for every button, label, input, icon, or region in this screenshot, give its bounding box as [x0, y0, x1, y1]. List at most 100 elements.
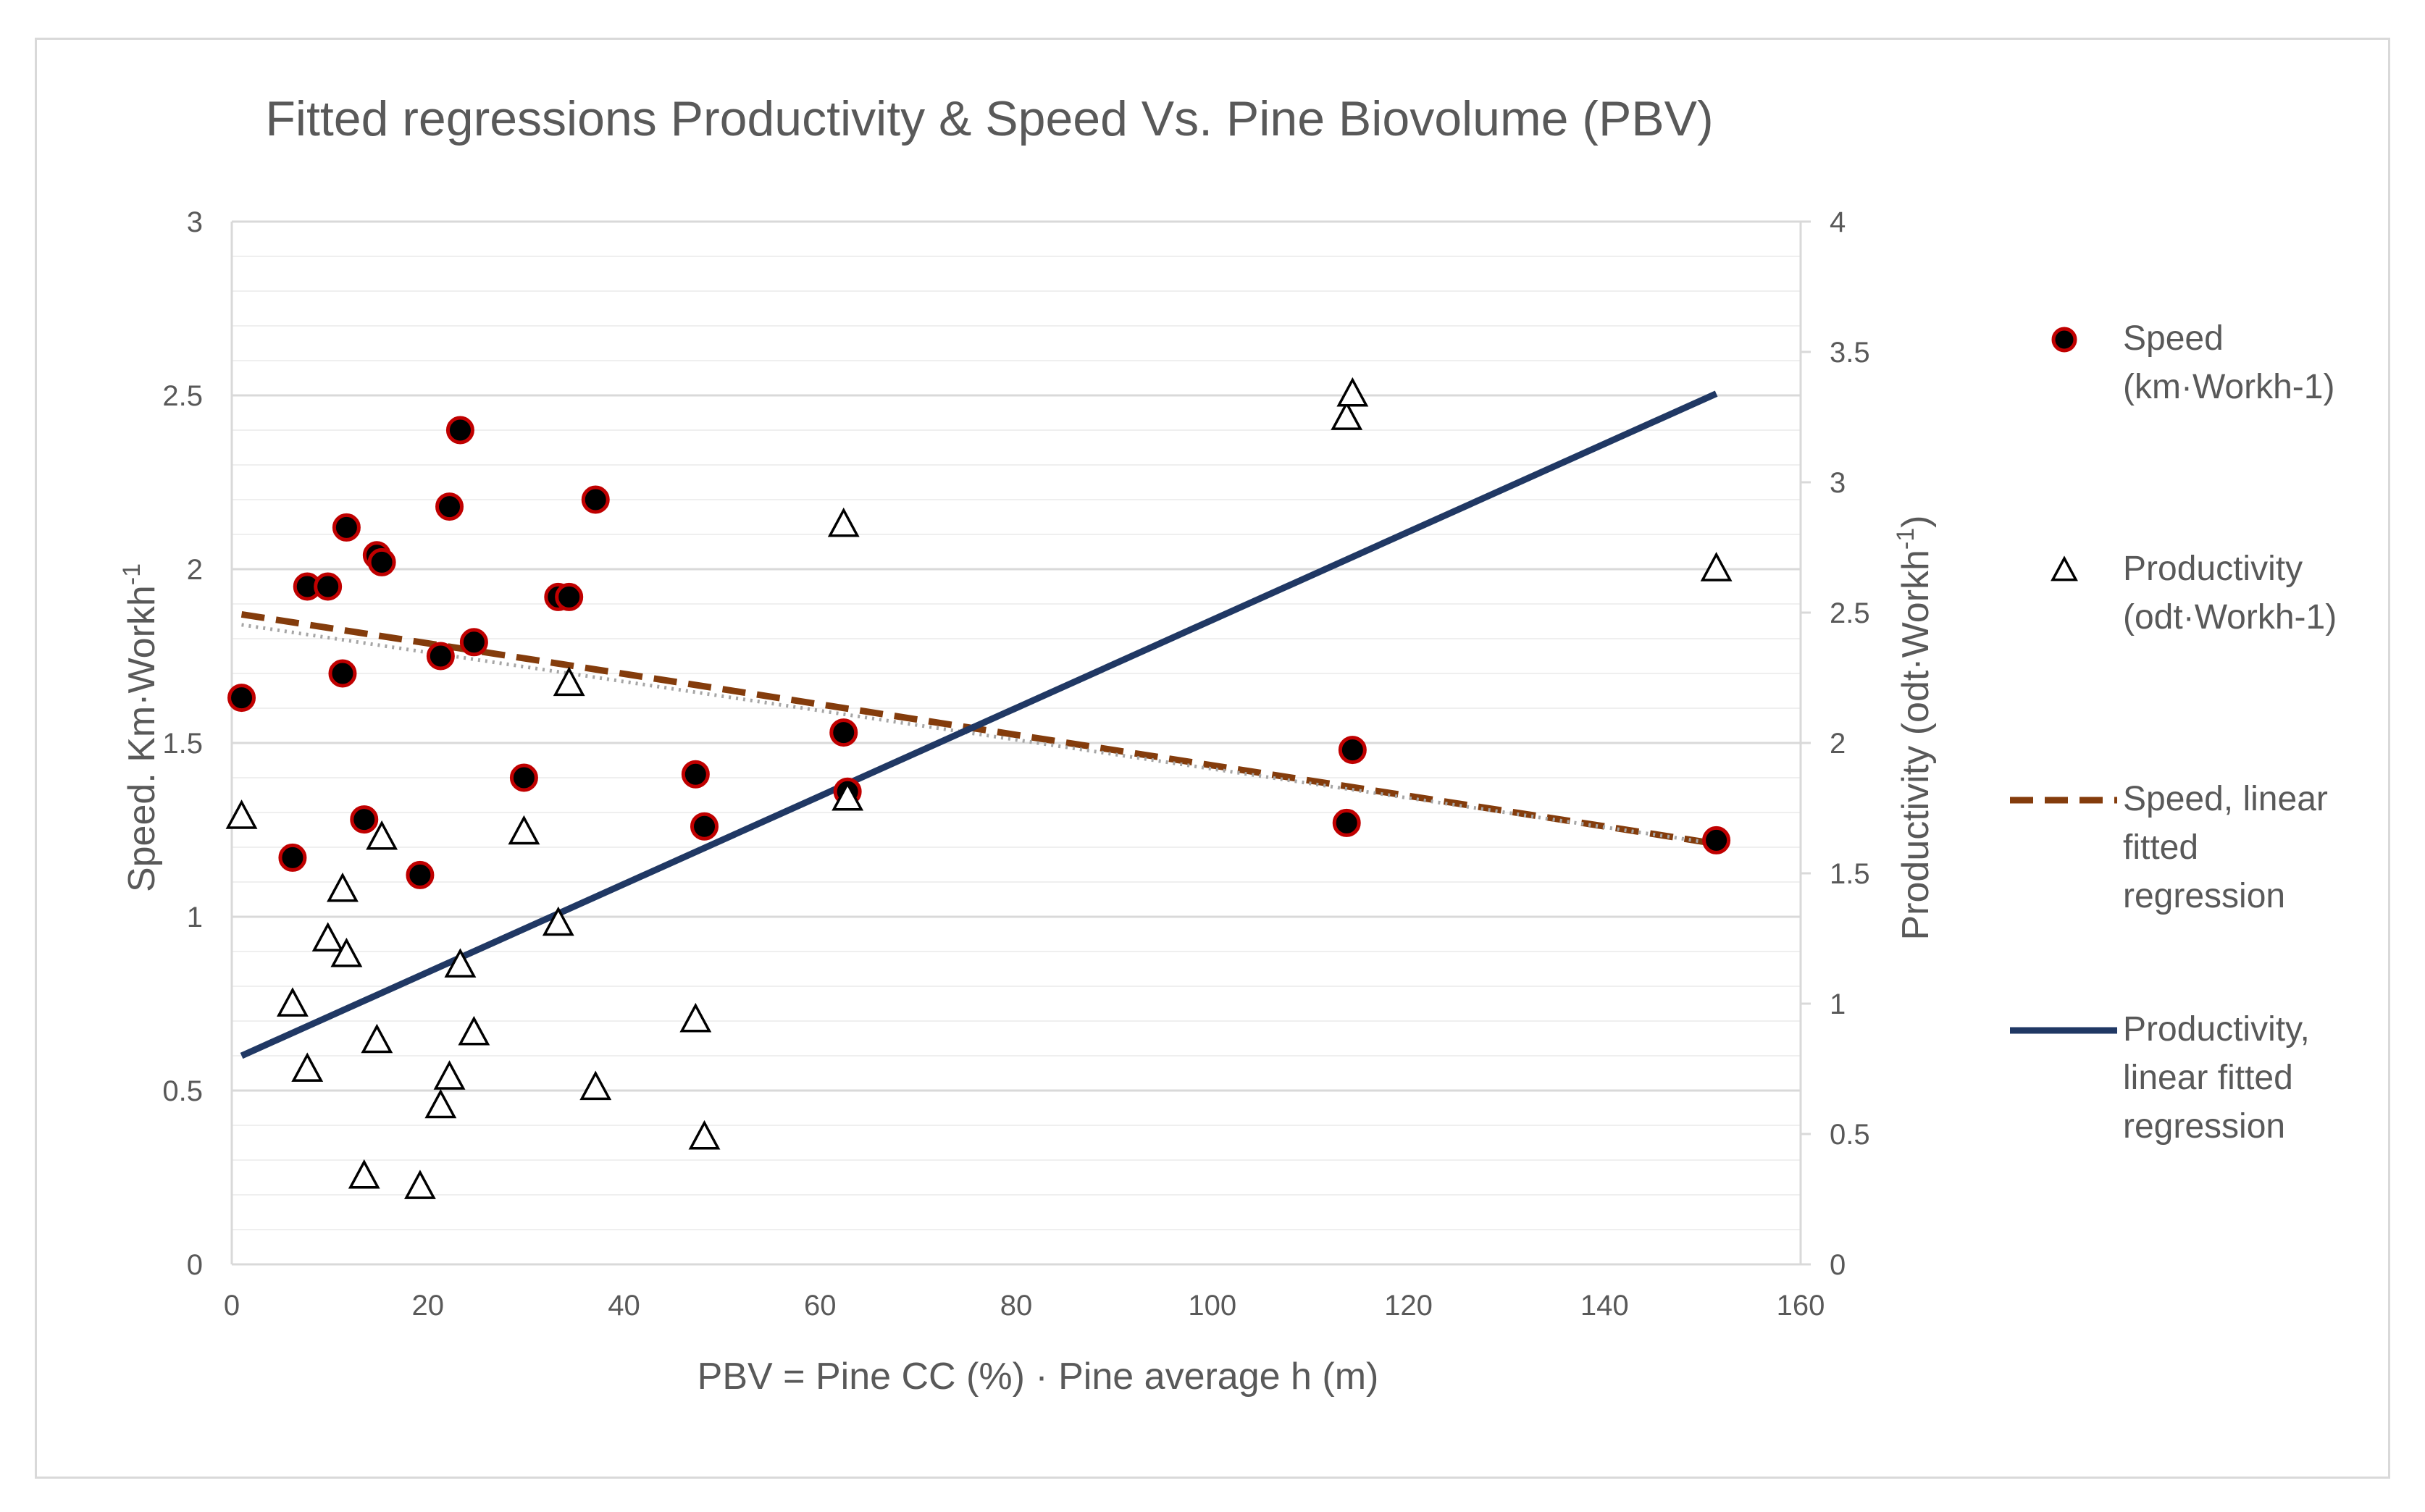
speed-point [367, 547, 396, 576]
y-right-tick-label: 3 [1830, 467, 1846, 499]
productivity-point [444, 948, 477, 978]
y-left-tick-label: 0.5 [162, 1075, 203, 1107]
y-axis-label-left-sup: -1 [118, 563, 146, 585]
x-axis-label: PBV = Pine CC (%) · Pine average h (m) [698, 1356, 1379, 1398]
productivity-point [1331, 400, 1363, 430]
legend-label: fitted [2123, 828, 2198, 867]
legend: Speed (km·Workh-1) Productivity (odt·Workh-… [2010, 319, 2337, 1146]
speed-regression-line [240, 610, 1717, 847]
legend-label: (km·Workh-1) [2123, 368, 2334, 406]
productivity-point [579, 1070, 612, 1101]
y-right-tick-label: 0.5 [1830, 1119, 1870, 1151]
legend-label: Speed, linear [2123, 780, 2328, 818]
legend-label: Productivity, [2123, 1010, 2310, 1049]
y-axis-label-right-close: ) [1895, 516, 1937, 528]
productivity-point [433, 1060, 466, 1090]
x-tick-label: 160 [1777, 1290, 1825, 1322]
y-right-tick-label: 3.5 [1830, 337, 1870, 369]
legend-label: Productivity [2123, 550, 2303, 588]
productivity-point [361, 1023, 393, 1054]
trend-lines [240, 390, 1718, 1059]
y-axis-label-left: Speed. Km·Workh-1 [118, 563, 163, 892]
productivity-point [679, 1002, 712, 1033]
x-tick-label: 140 [1580, 1290, 1629, 1322]
productivity-point [458, 1015, 490, 1046]
productivity-point [688, 1120, 721, 1150]
y-right-tick-label: 2 [1830, 728, 1846, 760]
productivity-point [327, 872, 359, 902]
speed-point [227, 684, 256, 713]
productivity-point [832, 781, 864, 811]
productivity-point [403, 1169, 436, 1199]
y-right-tick-label: 1.5 [1830, 858, 1870, 890]
legend-speed-marker [2051, 327, 2077, 353]
productivity-point [311, 922, 344, 952]
productivity-point [276, 987, 309, 1017]
y-right-tick-label: 2.5 [1830, 597, 1870, 629]
legend-label: linear fitted [2123, 1059, 2293, 1097]
productivity-point [225, 799, 258, 829]
speed-point [1702, 826, 1731, 854]
speed-point [406, 860, 435, 889]
speed-point [555, 582, 584, 611]
y-right-tick-label: 4 [1830, 206, 1846, 238]
speed-point [445, 416, 474, 445]
productivity-point [553, 666, 585, 697]
x-tick-label: 100 [1188, 1290, 1236, 1322]
x-tick-label: 80 [1000, 1290, 1033, 1322]
chart: Fitted regressions Productivity & Speed … [118, 91, 2337, 1398]
y-axis-label-right-main: Productivity (odt·Workh [1895, 550, 1937, 940]
x-tick-label: 0 [224, 1290, 240, 1322]
speed-point [1338, 736, 1367, 765]
y-right-tick-label: 0 [1830, 1249, 1846, 1281]
productivity-regression-line [240, 390, 1718, 1059]
y-left-tick-label: 2 [187, 554, 203, 586]
legend-productivity-marker [2051, 555, 2078, 581]
x-tick-label: 120 [1384, 1290, 1433, 1322]
speed-point [509, 763, 538, 792]
legend-label: Speed [2123, 319, 2224, 358]
speed-point [681, 760, 710, 789]
y-axis-label-left-main: Speed. Km·Workh [121, 585, 163, 892]
speed-point [332, 513, 361, 542]
y-right-tick-label: 1 [1830, 988, 1846, 1020]
legend-label: regression [2123, 1107, 2285, 1146]
productivity-point [827, 507, 860, 537]
speed-point [581, 485, 610, 514]
axes [230, 220, 1811, 1266]
speed-point [459, 628, 488, 657]
chart-title: Fitted regressions Productivity & Speed … [265, 91, 1713, 146]
legend-label: (odt·Workh-1) [2123, 598, 2337, 637]
grid [232, 220, 1801, 1230]
productivity-point [291, 1052, 324, 1082]
chart-frame: Fitted regressions Productivity & Speed … [35, 38, 2390, 1479]
speed-point [350, 805, 379, 834]
x-tick-label: 40 [608, 1290, 640, 1322]
speed-point [829, 718, 858, 747]
x-tick-label: 60 [804, 1290, 837, 1322]
y-axis-label-right-sup: -1 [1892, 528, 1919, 550]
speed-point [278, 843, 307, 872]
productivity-point [508, 815, 540, 845]
productivity-point [1336, 377, 1369, 407]
productivity-point [424, 1088, 457, 1119]
y-left-tick-label: 0 [187, 1249, 203, 1281]
productivity-point [366, 820, 398, 850]
speed-point [1332, 808, 1361, 837]
legend-label: regression [2123, 877, 2285, 915]
productivity-point [330, 937, 363, 967]
tick-labels: 0 20 40 60 80 100 120 140 16000.511.522.5300.511… [162, 206, 1869, 1322]
speed-point [690, 812, 719, 841]
y-axis-label-right: Productivity (odt·Workh-1) [1892, 516, 1937, 941]
productivity-point [1700, 552, 1733, 581]
y-left-tick-label: 2.5 [162, 380, 203, 412]
x-tick-label: 20 [412, 1290, 445, 1322]
speed-point [426, 642, 455, 671]
speed-point [435, 492, 464, 521]
productivity-point [542, 906, 574, 936]
y-left-tick-label: 1.5 [162, 728, 203, 760]
speed-point [314, 572, 343, 601]
productivity-point [348, 1159, 380, 1189]
y-left-tick-label: 1 [187, 902, 203, 933]
data-points [225, 377, 1733, 1199]
